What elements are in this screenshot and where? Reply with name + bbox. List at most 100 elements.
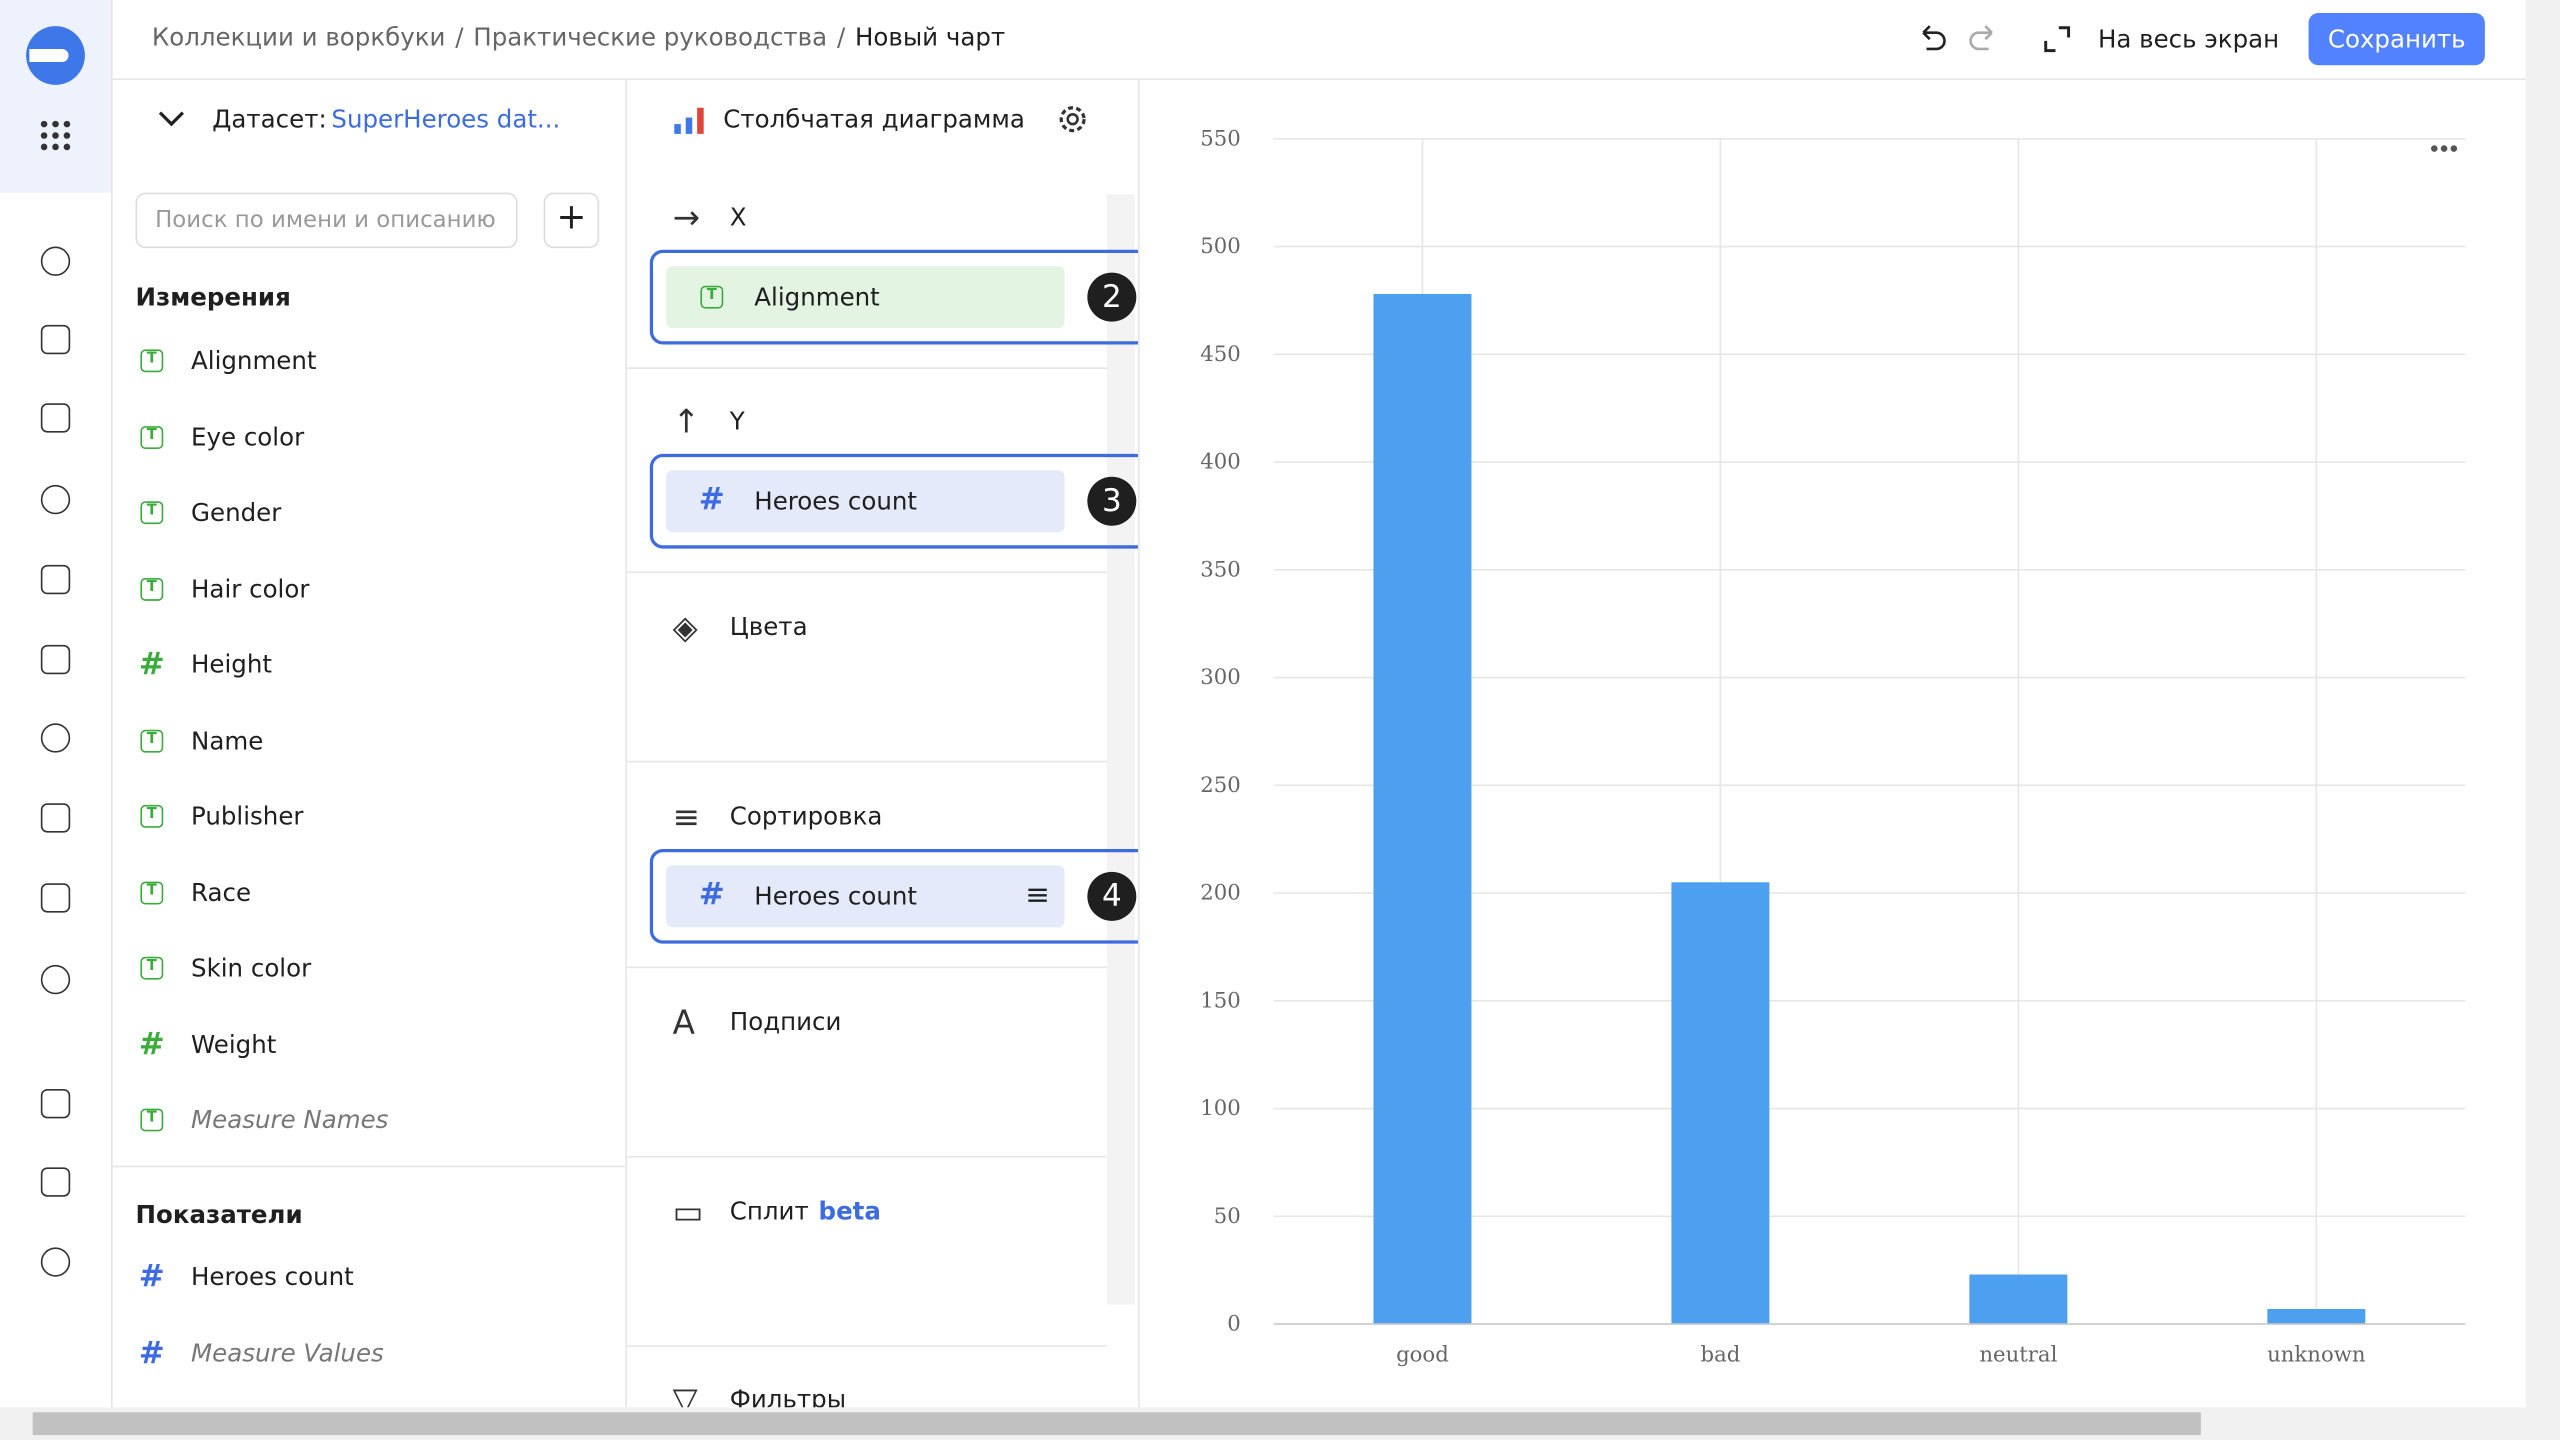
crumb: Новый чарт (854, 22, 1006, 53)
divider (626, 367, 1107, 369)
logo[interactable] (23, 23, 88, 88)
beta-tag: beta (818, 1196, 881, 1227)
nav-icon[interactable] (40, 484, 71, 515)
dimension-field[interactable]: Gender (191, 497, 282, 528)
text-icon: T (140, 577, 164, 600)
highlight-box (649, 848, 1138, 944)
step-badge: 3 (1087, 476, 1137, 526)
nav-icon[interactable] (40, 564, 71, 595)
section-title: Сплит beta (729, 1196, 881, 1227)
collapse-icon[interactable] (157, 109, 186, 129)
y-tick-label: 500 (1200, 234, 1241, 259)
section-icon: ↑ (672, 401, 701, 441)
section-title: Измерения (135, 282, 291, 312)
chart-type-icon (674, 107, 704, 134)
field-chip[interactable] (666, 865, 1065, 928)
dataset-name[interactable]: SuperHeroes dat... (331, 104, 561, 134)
field-chip[interactable] (666, 470, 1065, 533)
text-icon: T (700, 285, 724, 309)
nav-icon[interactable] (40, 644, 71, 675)
bar (2267, 1308, 2366, 1325)
undo-redo[interactable] (1915, 23, 2013, 56)
number-icon: # (698, 481, 725, 518)
nav-icon[interactable] (40, 1088, 71, 1119)
dimension-field[interactable]: Height (191, 649, 272, 680)
step-badge: 2 (1087, 272, 1137, 322)
nav-icon[interactable] (40, 1167, 71, 1197)
dimension-field[interactable]: Eye color (191, 422, 305, 452)
y-tick-label: 50 (1214, 1204, 1241, 1229)
section-icon: → (672, 197, 701, 237)
settings-icon[interactable] (1056, 103, 1089, 136)
sort-icon[interactable]: ≡ (1025, 878, 1050, 913)
highlight-box (649, 249, 1138, 345)
nav-icon[interactable] (40, 803, 71, 833)
fullscreen-icon[interactable] (2042, 24, 2071, 53)
section-title: Цвета (729, 612, 808, 642)
y-tick-label: 400 (1200, 450, 1241, 475)
y-tick-label: 300 (1200, 665, 1241, 690)
measure-field[interactable]: Heroes count (191, 1262, 354, 1292)
nav-icon[interactable] (40, 403, 71, 433)
text-icon: T (140, 804, 164, 828)
y-tick-label: 250 (1200, 773, 1241, 798)
crumb-separator: / (455, 22, 464, 53)
nav-icon[interactable] (40, 964, 71, 995)
nav-icon[interactable] (40, 324, 71, 355)
nav-icon[interactable] (40, 883, 71, 913)
dimension-field[interactable]: Race (191, 877, 252, 907)
section-title: X (729, 202, 747, 232)
breadcrumbs: Коллекции и воркбуки / Практические руково… (152, 23, 1005, 52)
section-title: Подписи (729, 1007, 842, 1037)
crumb[interactable]: Коллекции и воркбуки (151, 22, 446, 53)
bar (1373, 293, 1472, 1325)
section-title: Фильтры (729, 1384, 847, 1408)
field-chip[interactable] (666, 266, 1065, 329)
divider (626, 760, 1107, 763)
menu-dots[interactable] (2431, 145, 2458, 152)
y-tick-label: 350 (1200, 557, 1241, 582)
y-tick-label: 0 (1227, 1312, 1241, 1337)
number-icon: # (138, 1335, 165, 1372)
highlight-box (649, 453, 1138, 549)
add-button[interactable]: + (543, 192, 600, 249)
chip-label: Alignment (754, 282, 880, 312)
fullscreen-button[interactable]: На весь экран (2097, 24, 2280, 54)
measure-field[interactable]: Measure Values (191, 1338, 384, 1369)
nav-icon[interactable] (40, 246, 71, 276)
dimension-field[interactable]: Publisher (191, 801, 304, 832)
section-icon: ≡ (672, 796, 701, 836)
apps-icon[interactable] (39, 119, 75, 155)
nav-icon[interactable] (40, 1247, 71, 1277)
crumb[interactable]: Практические руководства (473, 22, 828, 53)
section-icon: ▭ (672, 1191, 704, 1232)
dimension-field[interactable]: Hair color (191, 573, 310, 604)
number-icon: # (138, 1258, 165, 1295)
search-input[interactable]: Поиск по имени и описанию (135, 192, 518, 249)
nav-icon[interactable] (40, 723, 71, 753)
chart-type[interactable]: Столбчатая диаграмма (723, 104, 1025, 134)
dimension-field[interactable]: Skin color (191, 953, 312, 983)
scrollbar[interactable] (1106, 194, 1135, 1305)
text-icon: T (140, 1108, 164, 1132)
step-badge: 4 (1087, 871, 1137, 921)
dataset-label: Датасет: (212, 104, 327, 134)
section-icon: A (672, 1002, 695, 1042)
number-icon: # (698, 876, 725, 913)
dimension-field[interactable]: Measure Names (191, 1105, 389, 1135)
section-title: Y (729, 406, 745, 436)
bar (1671, 882, 1770, 1325)
chip-label: Heroes count (754, 881, 917, 912)
dataset-panel: Датасет: SuperHeroes dat... Поиск по име… (112, 80, 627, 1408)
dimension-field[interactable]: Weight (191, 1029, 277, 1059)
dimension-field[interactable]: Name (191, 725, 264, 756)
number-icon: # (138, 646, 165, 683)
v-scrollbar[interactable] (2525, 0, 2560, 1408)
nav-rail (0, 0, 113, 1440)
dimension-field[interactable]: Alignment (191, 346, 317, 376)
x-tick-label: unknown (2267, 1343, 2366, 1368)
save-button[interactable]: Сохранить (2308, 13, 2485, 66)
h-scrollbar[interactable] (0, 1407, 2560, 1440)
wizard-panel: Столбчатая диаграмма → X T Alignment 2 ↑ Y # Her… (626, 80, 1140, 1408)
divider (626, 1345, 1107, 1347)
